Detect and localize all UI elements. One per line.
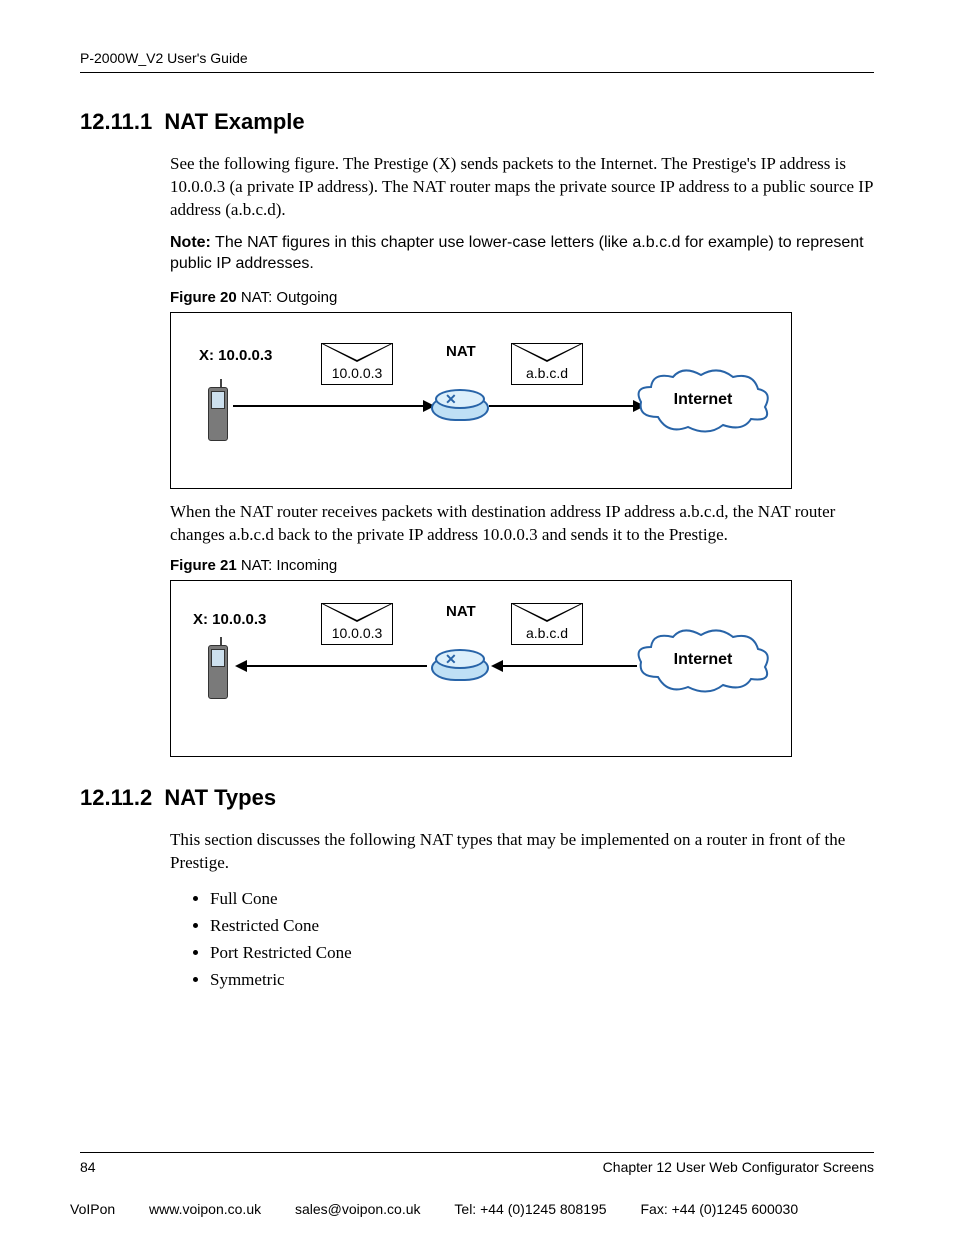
list-item: Port Restricted Cone xyxy=(210,939,874,966)
phone-icon xyxy=(205,639,229,701)
arrow-line xyxy=(247,665,427,667)
list-item: Full Cone xyxy=(210,885,874,912)
envelope-text: 10.0.0.3 xyxy=(322,625,392,641)
figure-title: NAT: Outgoing xyxy=(237,289,338,306)
envelope-private-ip: 10.0.0.3 xyxy=(321,343,393,385)
figure-caption-21: Figure 21 NAT: Incoming xyxy=(80,557,874,574)
section-heading-nat-example: 12.11.1 NAT Example xyxy=(80,109,874,135)
envelope-public-ip: a.b.c.d xyxy=(511,343,583,385)
cloud-icon: Internet xyxy=(633,367,773,437)
figure-nat-outgoing: X: 10.0.0.3 10.0.0.3 NAT ✕ a.b.c.d Inter… xyxy=(170,312,792,489)
arrow-line xyxy=(233,405,425,407)
nat-label: NAT xyxy=(446,603,476,620)
figure-caption-20: Figure 20 NAT: Outgoing xyxy=(80,289,874,306)
arrow-head-left-icon xyxy=(235,660,247,672)
cloud-label: Internet xyxy=(633,391,773,409)
figure-number: Figure 20 xyxy=(170,289,237,306)
device-ip-label: X: 10.0.0.3 xyxy=(199,347,272,364)
figure-nat-incoming: X: 10.0.0.3 10.0.0.3 NAT ✕ a.b.c.d Inter… xyxy=(170,580,792,757)
cloud-icon: Internet xyxy=(633,627,773,697)
arrow-line xyxy=(489,405,635,407)
chapter-label: Chapter 12 User Web Configurator Screens xyxy=(603,1159,874,1175)
router-icon: ✕ xyxy=(427,385,489,427)
vendor-tel: Tel: +44 (0)1245 808195 xyxy=(454,1201,606,1217)
arrow-head-left-icon xyxy=(491,660,503,672)
envelope-text: a.b.c.d xyxy=(512,625,582,641)
section-number: 12.11.1 xyxy=(80,109,152,134)
envelope-public-ip: a.b.c.d xyxy=(511,603,583,645)
page-footer: 84 Chapter 12 User Web Configurator Scre… xyxy=(80,1152,874,1175)
envelope-private-ip: 10.0.0.3 xyxy=(321,603,393,645)
note-label: Note: xyxy=(170,234,211,251)
section-title: NAT Types xyxy=(164,785,276,810)
section-number: 12.11.2 xyxy=(80,785,152,810)
note-paragraph: Note: The NAT figures in this chapter us… xyxy=(80,232,874,275)
vendor-url: www.voipon.co.uk xyxy=(149,1201,261,1217)
nat-types-list: Full Cone Restricted Cone Port Restricte… xyxy=(80,885,874,994)
vendor-email: sales@voipon.co.uk xyxy=(295,1201,421,1217)
note-body: The NAT figures in this chapter use lowe… xyxy=(170,234,864,273)
page-header: P-2000W_V2 User's Guide xyxy=(80,50,874,73)
section-title: NAT Example xyxy=(164,109,304,134)
paragraph: See the following figure. The Prestige (… xyxy=(80,153,874,222)
page-number: 84 xyxy=(80,1159,96,1175)
section-heading-nat-types: 12.11.2 NAT Types xyxy=(80,785,874,811)
document-page: P-2000W_V2 User's Guide 12.11.1 NAT Exam… xyxy=(0,0,954,1235)
envelope-text: 10.0.0.3 xyxy=(322,365,392,381)
figure-title: NAT: Incoming xyxy=(237,557,338,574)
cloud-label: Internet xyxy=(633,651,773,669)
vendor-fax: Fax: +44 (0)1245 600030 xyxy=(640,1201,798,1217)
paragraph: When the NAT router receives packets wit… xyxy=(80,501,874,547)
list-item: Symmetric xyxy=(210,966,874,993)
phone-icon xyxy=(205,381,229,443)
list-item: Restricted Cone xyxy=(210,912,874,939)
arrow-line xyxy=(503,665,637,667)
vendor-name: VoIPon xyxy=(70,1201,115,1217)
figure-number: Figure 21 xyxy=(170,557,237,574)
vendor-footer: VoIPon www.voipon.co.uk sales@voipon.co.… xyxy=(70,1201,822,1217)
nat-label: NAT xyxy=(446,343,476,360)
envelope-text: a.b.c.d xyxy=(512,365,582,381)
device-ip-label: X: 10.0.0.3 xyxy=(193,611,266,628)
router-icon: ✕ xyxy=(427,645,489,687)
paragraph: This section discusses the following NAT… xyxy=(80,829,874,875)
